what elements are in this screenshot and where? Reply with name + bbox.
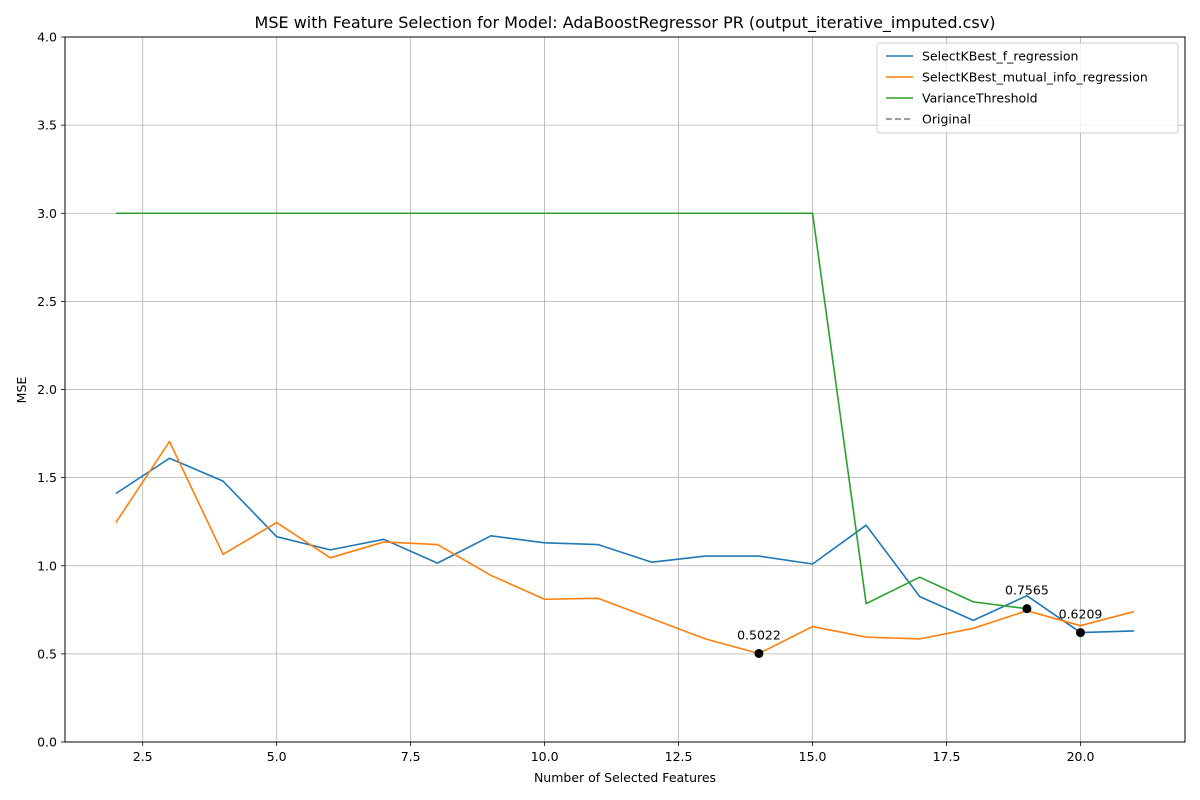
series-point (329, 549, 331, 551)
x-tick-label: 7.5 (401, 749, 421, 764)
series-point (383, 212, 385, 214)
series-point (1133, 630, 1135, 632)
y-tick-label: 4.0 (37, 30, 57, 45)
series-point (597, 597, 599, 599)
y-tick-label: 1.5 (37, 470, 57, 485)
chart-title: MSE with Feature Selection for Model: Ad… (255, 13, 996, 33)
legend-entry: VarianceThreshold (922, 91, 1038, 106)
series-line-variancethreshold (115, 212, 1028, 610)
series-line-selectkbest-mutual-info-regression (115, 440, 1135, 655)
series-point (490, 212, 492, 214)
y-axis-label: MSE (14, 377, 29, 404)
series-point (115, 521, 117, 523)
series-point (865, 524, 867, 526)
series-point (865, 636, 867, 638)
annotation-markers: 0.5022 0.7565 0.6209 (737, 583, 1102, 658)
series-point (168, 440, 170, 442)
y-tick-label: 1.0 (37, 558, 57, 573)
series-point (651, 561, 653, 563)
series-point (490, 574, 492, 576)
x-tick-label: 5.0 (267, 749, 287, 764)
series-point (115, 212, 117, 214)
y-tick-label: 0.0 (37, 735, 57, 750)
annotation-marker (1022, 604, 1032, 614)
series-point (168, 212, 170, 214)
y-tick-label: 3.5 (37, 118, 57, 133)
series-point (329, 212, 331, 214)
series-point (972, 601, 974, 603)
legend-entry: SelectKBest_mutual_info_regression (922, 70, 1148, 85)
legend-box (876, 42, 1179, 134)
series-point (597, 212, 599, 214)
series-point (865, 602, 867, 604)
series-point (1079, 624, 1081, 626)
series-point (275, 535, 277, 537)
series-point (383, 538, 385, 540)
annotation-marker (754, 648, 764, 658)
series-point (222, 480, 224, 482)
y-tick-label: 2.0 (37, 382, 57, 397)
series-point (758, 555, 760, 557)
series-point (972, 627, 974, 629)
series-point (919, 576, 921, 578)
x-tick-label: 17.5 (933, 749, 961, 764)
series-point (758, 212, 760, 214)
x-tick-label: 12.5 (665, 749, 693, 764)
series-point (222, 553, 224, 555)
series-point (275, 212, 277, 214)
series-point (651, 212, 653, 214)
x-tick-label: 15.0 (799, 749, 827, 764)
series-point (168, 457, 170, 459)
x-tick-label: 2.5 (133, 749, 153, 764)
x-tick-label: 10.0 (531, 749, 559, 764)
axis-ticks: 2.5 5.0 7.5 10.0 12.5 15.0 17.5 20.0 0.0 0.5 1.0 1.… (37, 30, 1094, 765)
series-point (383, 541, 385, 543)
series-point (436, 212, 438, 214)
legend-entry: Original (922, 112, 971, 127)
series-point (543, 212, 545, 214)
x-axis-label: Number of Selected Features (534, 770, 716, 785)
series-point (704, 555, 706, 557)
series-point (811, 563, 813, 565)
y-tick-label: 0.5 (37, 646, 57, 661)
series-point (811, 212, 813, 214)
annotation-marker (1076, 628, 1086, 638)
series-point (436, 543, 438, 545)
series-point (811, 625, 813, 627)
series-point (651, 617, 653, 619)
x-tick-label: 20.0 (1067, 749, 1095, 764)
legend: SelectKBest_f_regression SelectKBest_mutu… (876, 42, 1179, 134)
series-point (543, 598, 545, 600)
series-point (222, 212, 224, 214)
series-point (597, 543, 599, 545)
series-point (543, 542, 545, 544)
series-point (275, 521, 277, 523)
series-point (704, 638, 706, 640)
series-point (972, 619, 974, 621)
annotation-label: 0.6209 (1059, 607, 1103, 622)
annotation-label: 0.5022 (737, 627, 781, 642)
y-tick-label: 2.5 (37, 294, 57, 309)
series-point (490, 535, 492, 537)
series-point (115, 492, 117, 494)
annotation-label: 0.7565 (1005, 583, 1049, 598)
y-tick-label: 3.0 (37, 206, 57, 221)
series-line-selectkbest-f-regression (115, 457, 1135, 634)
series-point (436, 562, 438, 564)
series-point (919, 595, 921, 597)
series-point (1133, 610, 1135, 612)
legend-entry: SelectKBest_f_regression (922, 49, 1078, 64)
series-lines (115, 212, 1135, 655)
series-point (704, 212, 706, 214)
series-point (329, 557, 331, 559)
series-point (919, 638, 921, 640)
